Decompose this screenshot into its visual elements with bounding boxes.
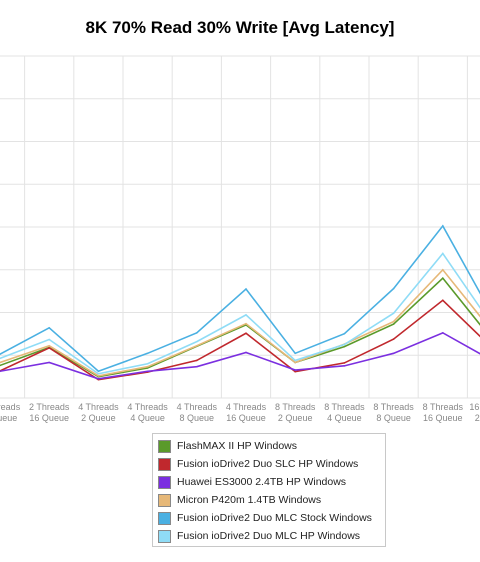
data-point — [343, 332, 346, 335]
x-tick-label: 8 Queue — [376, 413, 411, 423]
data-point — [442, 299, 444, 302]
data-point — [343, 343, 346, 346]
data-point — [442, 332, 444, 334]
legend-item: FlashMAX II HP Windows — [158, 437, 385, 455]
x-tick-label: 8 Threads — [324, 402, 365, 412]
data-point — [0, 361, 1, 364]
x-tick-label: 4 Threads — [127, 402, 168, 412]
legend-label: Fusion ioDrive2 Duo SLC HP Windows — [177, 458, 359, 470]
data-point — [196, 332, 198, 334]
data-point — [146, 352, 149, 355]
data-point — [0, 357, 1, 360]
data-point — [196, 359, 198, 362]
x-tick-label: 16 Queue — [226, 413, 266, 423]
data-point — [392, 287, 395, 290]
legend: FlashMAX II HP Windows Fusion ioDrive2 Du… — [152, 433, 386, 547]
data-point — [97, 370, 100, 373]
data-point — [392, 323, 395, 325]
x-tick-label: 2 Queue — [278, 413, 313, 423]
data-point — [343, 345, 346, 348]
legend-item: Huawei ES3000 2.4TB HP Windows — [158, 473, 385, 491]
legend-item: Micron P420m 1.4TB Windows — [158, 491, 385, 509]
x-tick-label: 4 Threads — [177, 402, 218, 412]
chart-title: 8K 70% Read 30% Write [Avg Latency] — [85, 18, 395, 37]
grid-lines — [0, 55, 480, 399]
data-point — [0, 353, 1, 355]
data-point — [97, 375, 100, 377]
data-point — [343, 362, 346, 364]
x-tick-label: 8 Threads — [373, 402, 414, 412]
x-tick-label: 8 Queue — [180, 413, 215, 423]
x-tick-label: 4 Threads — [78, 402, 119, 412]
x-tick-label: 2 Queue — [475, 413, 480, 423]
data-point — [294, 352, 297, 355]
data-point — [48, 344, 50, 347]
x-tick-label: 16 Queue — [29, 413, 69, 423]
legend-swatch — [158, 457, 171, 471]
legend-label: Micron P420m 1.4TB Windows — [177, 494, 322, 506]
data-point — [245, 288, 247, 290]
series-line-4 — [0, 268, 480, 377]
x-tick-label: 8 Threads — [423, 402, 464, 412]
x-tick-label: 2 Threads — [0, 402, 21, 412]
data-point — [245, 332, 247, 335]
data-point — [146, 362, 149, 365]
x-tick-label: 16 Threads — [469, 402, 480, 412]
data-point — [196, 340, 198, 343]
data-point — [245, 314, 247, 316]
data-point — [146, 365, 149, 368]
data-point — [392, 320, 395, 323]
data-point — [294, 369, 297, 371]
legend-swatch — [158, 529, 171, 543]
data-point — [48, 338, 50, 341]
data-point — [48, 361, 50, 364]
x-tick-label: 4 Queue — [327, 413, 362, 423]
series-line-5 — [0, 224, 480, 373]
data-point — [48, 347, 50, 349]
x-tick-label: 2 Queue — [81, 413, 116, 423]
data-point — [0, 364, 1, 367]
data-point — [97, 377, 100, 380]
data-point — [442, 268, 444, 271]
legend-swatch — [158, 493, 171, 507]
legend-label: FlashMAX II HP Windows — [177, 440, 298, 452]
data-point — [196, 344, 198, 347]
legend-item: Fusion ioDrive2 Duo MLC HP Windows — [158, 527, 385, 545]
data-point — [245, 351, 247, 354]
data-point — [392, 312, 395, 315]
legend-swatch — [158, 439, 171, 453]
data-point — [196, 365, 198, 368]
x-tick-label: 4 Threads — [226, 402, 267, 412]
data-point — [294, 361, 297, 364]
x-tick-label: 4 Queue — [130, 413, 165, 423]
data-point — [294, 370, 297, 373]
legend-swatch — [158, 511, 171, 525]
legend-label: Fusion ioDrive2 Duo MLC Stock Windows — [177, 512, 372, 524]
data-point — [442, 252, 444, 255]
data-point — [392, 338, 395, 340]
x-tick-label: 8 Threads — [275, 402, 316, 412]
series-lines — [0, 224, 480, 381]
legend-label: Huawei ES3000 2.4TB HP Windows — [177, 476, 347, 488]
data-point — [97, 372, 100, 375]
data-point — [442, 277, 444, 279]
data-point — [48, 327, 50, 329]
data-point — [0, 370, 1, 373]
data-point — [294, 359, 297, 362]
data-point — [392, 352, 395, 355]
legend-swatch — [158, 475, 171, 489]
legend-item: Fusion ioDrive2 Duo MLC Stock Windows — [158, 509, 385, 527]
legend-label: Fusion ioDrive2 Duo MLC HP Windows — [177, 530, 361, 542]
x-tick-label: 2 Threads — [29, 402, 70, 412]
x-tick-label: 16 Queue — [423, 413, 463, 423]
data-point — [245, 322, 247, 325]
data-point — [442, 225, 444, 227]
data-point — [146, 370, 149, 373]
data-point — [343, 365, 346, 367]
x-tick-label: 2 Queue — [0, 413, 17, 423]
legend-item: Fusion ioDrive2 Duo SLC HP Windows — [158, 455, 385, 473]
